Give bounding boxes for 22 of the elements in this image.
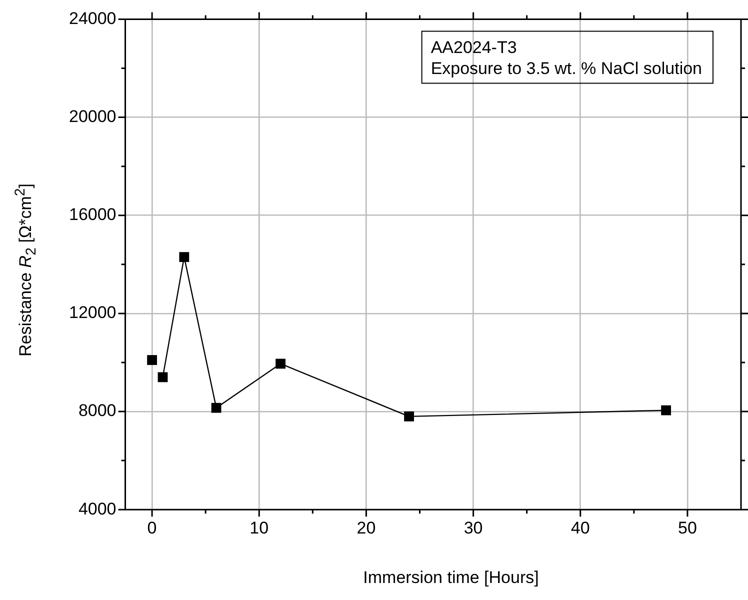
- x-tick-label: 30: [464, 518, 483, 538]
- y-tick-label: 16000: [68, 205, 116, 224]
- x-tick-label: 50: [678, 518, 697, 538]
- y-tick-label: 4000: [78, 499, 116, 518]
- y-tick-label: 20000: [68, 106, 116, 126]
- annotation: Exposure to 3.5 wt. % NaCl solution: [430, 59, 702, 78]
- x-tick-label: 40: [570, 518, 590, 538]
- x-tick-label: 20: [356, 518, 376, 538]
- y-tick-label: 24000: [68, 8, 116, 28]
- point: [211, 402, 222, 413]
- point: [147, 355, 157, 365]
- point: [404, 411, 414, 422]
- y-tick-label: 12000: [68, 303, 116, 322]
- x-axis-title: Immersion time [Hours]: [363, 568, 539, 588]
- x-tick-label: 10: [250, 518, 269, 538]
- annotation: AA2024-T3: [430, 38, 517, 58]
- point: [661, 405, 671, 416]
- point: [158, 372, 168, 382]
- y-tick-label: 8000: [78, 401, 116, 420]
- point: [276, 358, 286, 369]
- point: [179, 252, 190, 262]
- x-tick-label: 0: [147, 518, 157, 538]
